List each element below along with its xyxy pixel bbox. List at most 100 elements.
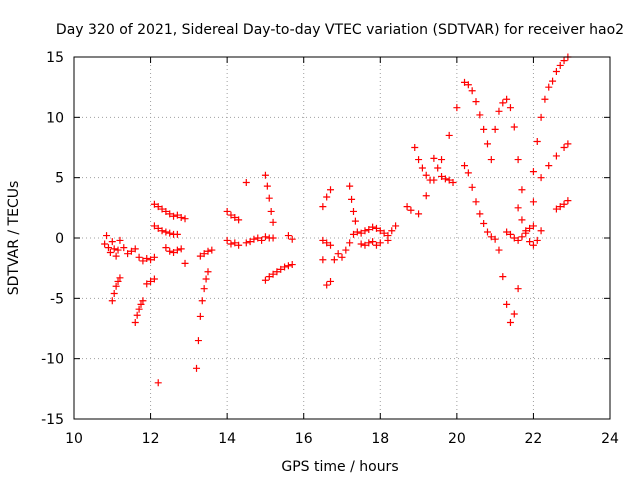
data-point bbox=[403, 203, 411, 211]
chart-title: Day 320 of 2021, Sidereal Day-to-day VTE… bbox=[56, 22, 624, 38]
data-point bbox=[231, 239, 239, 247]
data-point bbox=[235, 216, 243, 224]
data-point bbox=[288, 235, 296, 243]
data-series bbox=[223, 207, 243, 224]
data-point bbox=[552, 152, 560, 160]
data-point bbox=[261, 233, 269, 241]
data-point bbox=[198, 297, 206, 305]
y-tick-label: 0 bbox=[55, 231, 64, 247]
data-series bbox=[415, 104, 461, 218]
data-point bbox=[108, 238, 116, 246]
data-point bbox=[158, 227, 166, 235]
data-point bbox=[127, 247, 135, 255]
data-point bbox=[552, 205, 560, 213]
data-point bbox=[101, 240, 109, 248]
x-tick-labels: 10 12 14 16 18 20 22 24 bbox=[65, 431, 619, 447]
data-point bbox=[150, 222, 158, 230]
data-series bbox=[150, 200, 189, 223]
data-point bbox=[135, 305, 143, 313]
data-point bbox=[495, 246, 503, 254]
data-point bbox=[120, 244, 128, 252]
data-point bbox=[526, 238, 534, 246]
data-series bbox=[101, 232, 122, 260]
data-point bbox=[365, 239, 373, 247]
data-point bbox=[361, 241, 369, 249]
x-tick-label: 16 bbox=[295, 431, 313, 447]
data-point bbox=[104, 244, 112, 252]
data-point bbox=[204, 268, 212, 276]
data-point bbox=[323, 239, 331, 247]
data-point bbox=[468, 183, 476, 191]
data-point bbox=[415, 210, 423, 218]
data-point bbox=[131, 318, 139, 326]
x-axis-label: GPS time / hours bbox=[281, 459, 398, 475]
data-point bbox=[166, 229, 174, 237]
data-point bbox=[330, 256, 338, 264]
data-point bbox=[491, 235, 499, 243]
data-point bbox=[150, 275, 158, 283]
data-point bbox=[418, 164, 426, 172]
data-point bbox=[162, 207, 170, 215]
data-point bbox=[110, 290, 118, 298]
data-point bbox=[204, 247, 212, 255]
data-series bbox=[193, 268, 212, 372]
data-point bbox=[411, 144, 419, 151]
x-tick-label: 24 bbox=[601, 431, 619, 447]
data-series bbox=[319, 186, 335, 211]
data-point bbox=[476, 111, 484, 119]
data-series bbox=[139, 253, 158, 265]
data-series bbox=[284, 232, 296, 243]
data-point bbox=[150, 200, 158, 208]
data-point bbox=[173, 211, 181, 219]
data-point bbox=[514, 236, 522, 244]
data-point bbox=[108, 297, 116, 305]
data-point bbox=[518, 186, 526, 194]
data-point bbox=[281, 263, 289, 271]
data-point bbox=[154, 203, 162, 211]
data-point bbox=[365, 226, 373, 234]
data-point bbox=[116, 274, 124, 282]
data-point bbox=[506, 104, 514, 112]
data-series bbox=[529, 53, 572, 176]
data-point bbox=[131, 245, 139, 253]
data-point bbox=[518, 233, 526, 241]
data-point bbox=[181, 215, 189, 223]
data-series bbox=[108, 274, 124, 305]
data-point bbox=[487, 233, 495, 241]
data-point bbox=[254, 234, 262, 242]
data-point bbox=[445, 176, 453, 184]
data-point bbox=[223, 207, 231, 215]
data-point bbox=[369, 238, 377, 246]
data-point bbox=[380, 229, 388, 237]
data-point bbox=[116, 236, 124, 244]
data-point bbox=[269, 270, 277, 278]
data-point bbox=[258, 236, 266, 244]
data-point bbox=[284, 262, 292, 270]
data-point bbox=[438, 172, 446, 180]
data-point bbox=[464, 169, 472, 177]
data-point bbox=[133, 311, 141, 319]
data-point bbox=[177, 213, 185, 221]
data-point bbox=[491, 125, 499, 133]
data-point bbox=[346, 239, 354, 247]
data-series bbox=[242, 178, 250, 186]
data-point bbox=[545, 162, 553, 170]
data-point bbox=[114, 246, 122, 254]
data-point bbox=[357, 240, 365, 248]
data-point bbox=[407, 206, 415, 214]
x-tick-label: 14 bbox=[218, 431, 236, 447]
data-point bbox=[449, 178, 457, 186]
data-series bbox=[143, 275, 158, 288]
data-point bbox=[208, 246, 216, 254]
data-series bbox=[357, 223, 392, 240]
data-point bbox=[196, 312, 204, 320]
data-point bbox=[323, 193, 331, 201]
data-point bbox=[430, 176, 438, 184]
data-point bbox=[430, 154, 438, 162]
data-point bbox=[468, 87, 476, 95]
data-point bbox=[288, 261, 296, 269]
data-point bbox=[265, 194, 273, 202]
data-point bbox=[284, 232, 292, 240]
data-point bbox=[196, 252, 204, 260]
